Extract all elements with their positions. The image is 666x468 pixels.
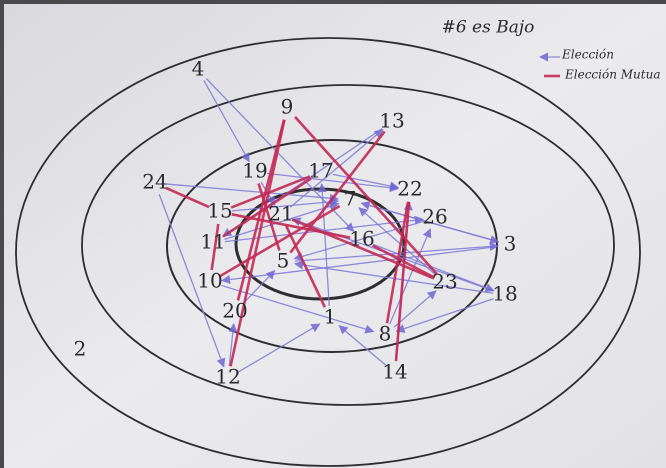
node-label: 2 <box>74 337 87 361</box>
node-label: 23 <box>432 270 457 294</box>
legend-label: Elección <box>561 48 614 62</box>
node-label: 9 <box>281 95 294 119</box>
node-label: 5 <box>277 249 290 273</box>
node-label: 16 <box>349 227 374 251</box>
node-label: 11 <box>200 230 225 254</box>
title: #6 es Bajo <box>442 18 535 38</box>
node-label: 21 <box>268 202 293 226</box>
node-label: 4 <box>192 57 205 81</box>
node-label: 24 <box>142 170 167 194</box>
node-label: 7 <box>344 187 357 211</box>
node-label: 8 <box>379 322 392 346</box>
node-label: 20 <box>222 299 247 323</box>
node-label: 17 <box>308 159 333 183</box>
node-label: 1 <box>324 305 337 329</box>
node-label: 14 <box>382 360 407 384</box>
legend-label: Elección Mutua <box>564 68 660 82</box>
node-label: 26 <box>422 205 447 229</box>
node-label: 13 <box>379 109 404 133</box>
node-label: 3 <box>504 232 517 256</box>
node-label: 18 <box>492 282 517 306</box>
node-label: 19 <box>242 159 267 183</box>
sociogram: #6 es Bajo Elección Elección Mutua 49132… <box>0 0 666 468</box>
node-label: 12 <box>215 365 240 389</box>
node-label: 15 <box>207 199 232 223</box>
page: #6 es Bajo Elección Elección Mutua 49132… <box>0 0 666 468</box>
node-label: 10 <box>197 269 222 293</box>
node-label: 22 <box>397 177 422 201</box>
